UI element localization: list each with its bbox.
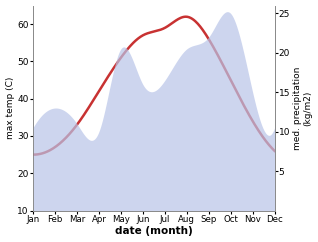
Y-axis label: med. precipitation
(kg/m2): med. precipitation (kg/m2)	[293, 66, 313, 150]
X-axis label: date (month): date (month)	[115, 227, 193, 236]
Y-axis label: max temp (C): max temp (C)	[5, 77, 15, 139]
